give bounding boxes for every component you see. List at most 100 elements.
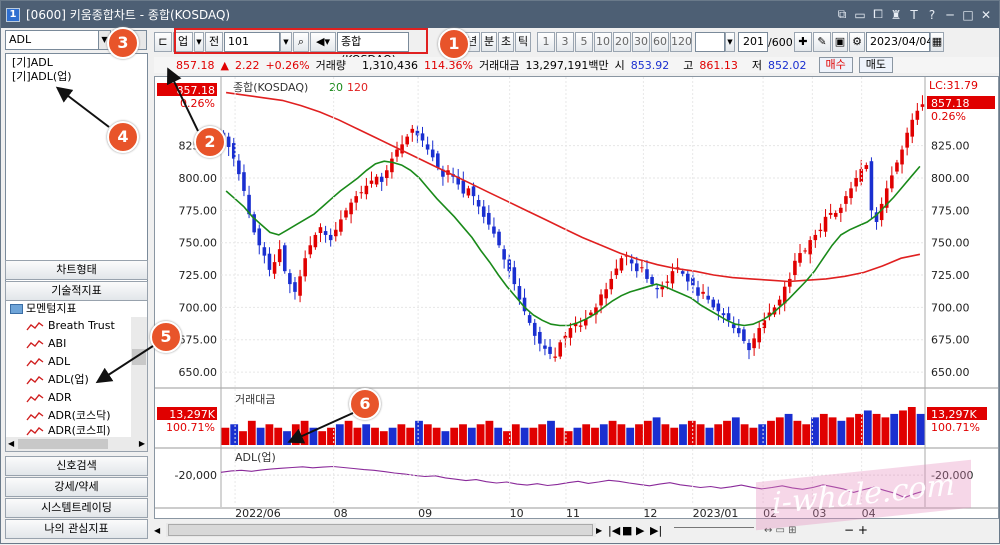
scroll-left-icon[interactable]: ◀ [154,525,161,535]
tree-item-label: ADR(코스피) [48,425,111,437]
tree-item-adr-kosdaq[interactable]: ADR(코스닥) [6,407,147,425]
volume-tag: 13,297K [931,408,977,421]
chart-svg[interactable]: 825.00825.00800.00800.00775.00775.00750.… [155,77,998,520]
tree-root[interactable]: 모멘텀지표 [6,301,147,317]
mode-select[interactable]: 전 [205,32,223,52]
code-input[interactable]: 101 [224,32,280,52]
x-tick-label: 2023/01 [693,507,739,518]
period-second[interactable]: 초 [498,32,514,52]
chevron-down-icon[interactable]: ▼ [280,32,292,52]
chevron-down-icon[interactable]: ▼ [194,32,204,52]
calendar-icon[interactable]: ▦ [930,32,944,52]
candle [288,273,292,285]
restore-icon[interactable]: ⧉ [837,7,847,21]
zoom-slider[interactable] [674,527,754,533]
candle [308,245,313,255]
candle [247,194,251,215]
gear-icon[interactable]: ⚙ [849,32,865,52]
text-icon[interactable]: T [910,7,918,22]
market-select[interactable]: 업 [173,32,193,52]
tree-item-adr[interactable]: ADR [6,389,147,407]
candle [497,231,501,246]
current-price: 857.18 [176,58,215,72]
interval-3[interactable]: 3 [556,32,574,52]
crosshair-icon[interactable]: ✚ [794,32,812,52]
tree-item-breath-trust[interactable]: Breath Trust [6,317,147,335]
close-icon[interactable]: ✕ [980,7,992,22]
search-icon[interactable]: ⌕ [293,32,309,52]
interval-10[interactable]: 10 [594,32,612,52]
date-input[interactable]: 2023/04/04 [866,32,933,52]
volume-bar [916,413,925,445]
interval-1[interactable]: 1 [537,32,555,52]
scroll-left-icon[interactable]: ◀ [8,439,15,448]
scroll-thumb[interactable] [132,349,146,365]
tab-signal-search[interactable]: 신호검색 [5,456,148,476]
volume-bar [239,431,247,445]
link-icon[interactable]: ⧠ [873,7,883,21]
period-minute[interactable]: 분 [481,32,497,52]
tab-chart-type[interactable]: 차트형태 [5,260,148,280]
interval-5[interactable]: 5 [575,32,593,52]
interval-custom-input[interactable] [695,32,725,52]
tree-item-abi[interactable]: ABI [6,335,147,353]
candle [369,180,374,184]
y-tick-label: 725.00 [179,269,218,282]
play-icon[interactable]: ▶ [636,523,645,537]
tree-vertical-scrollbar[interactable] [131,317,147,437]
tree-horizontal-scrollbar[interactable]: ◀ ▶ [6,437,147,451]
chart-scrollbar[interactable] [166,523,596,537]
volume-bar [274,427,283,445]
next-icon[interactable]: ▶| [650,523,663,537]
tree-root-label: 모멘텀지표 [26,302,77,315]
volume-pct: 114.36% [424,58,473,72]
chevron-down-icon[interactable]: ▼ [725,32,735,52]
candle [594,307,598,315]
tab-system-trading[interactable]: 시스템트레이딩 [5,498,148,518]
speaker-icon[interactable]: ◀▾ [310,32,336,52]
prev-icon[interactable]: |◀ [608,523,621,537]
minimize-icon[interactable]: ─ [946,7,954,22]
panel-toggle-icon[interactable]: ⊏ [154,32,172,52]
tree-item-adl-market[interactable]: ADL(업) [6,371,147,389]
zoom-buttons-icon[interactable]: − + [844,523,868,537]
tree-item-adl[interactable]: ADL [6,353,147,371]
tools-icon[interactable]: ✎ [813,32,831,52]
tree-item-adr-kospi[interactable]: ADR(코스피) [6,425,147,437]
interval-120[interactable]: 120 [670,32,692,52]
scroll-right-icon[interactable]: ▶ [596,525,603,535]
result-item[interactable]: [기]ADL(업) [12,70,72,83]
save-icon[interactable]: ▣ [832,32,848,52]
result-item[interactable]: [기]ADL [12,56,53,69]
chart-canvas[interactable]: 825.00825.00800.00800.00775.00775.00750.… [154,76,999,520]
volume-bar [353,427,362,445]
tab-my-indicators[interactable]: 나의 관심지표 [5,519,148,539]
candle [833,212,838,217]
buy-button[interactable]: 매수 [818,57,853,73]
interval-20[interactable]: 20 [613,32,631,52]
help-icon[interactable]: ? [928,7,936,22]
scroll-thumb[interactable] [18,439,108,449]
candle [915,110,920,120]
volume-bar [705,427,714,445]
bar-count-input[interactable]: 201 [738,32,768,52]
stop-icon[interactable]: ■ [622,523,633,537]
maximize-icon[interactable]: □ [962,7,974,22]
candle [282,245,287,272]
zoom-controls-icon[interactable]: ↔ ▭ ⊞ [764,524,797,536]
period-tick[interactable]: 틱 [515,32,531,52]
candle [323,231,328,235]
scroll-right-icon[interactable]: ▶ [138,439,145,448]
volume-bar [335,424,344,445]
sell-button[interactable]: 매도 [858,57,894,73]
indicator-search-input[interactable]: ADL [5,30,99,50]
interval-30[interactable]: 30 [632,32,650,52]
frame-icon[interactable]: ▭ [854,7,866,22]
tab-technical-indicators[interactable]: 기술적지표 [5,281,148,301]
tab-strength[interactable]: 강세/약세 [5,477,148,497]
candle [527,315,532,323]
interval-60[interactable]: 60 [651,32,669,52]
volume-bar [723,420,731,445]
pin-icon[interactable]: ♜ [890,7,902,22]
scroll-thumb[interactable] [168,524,593,536]
